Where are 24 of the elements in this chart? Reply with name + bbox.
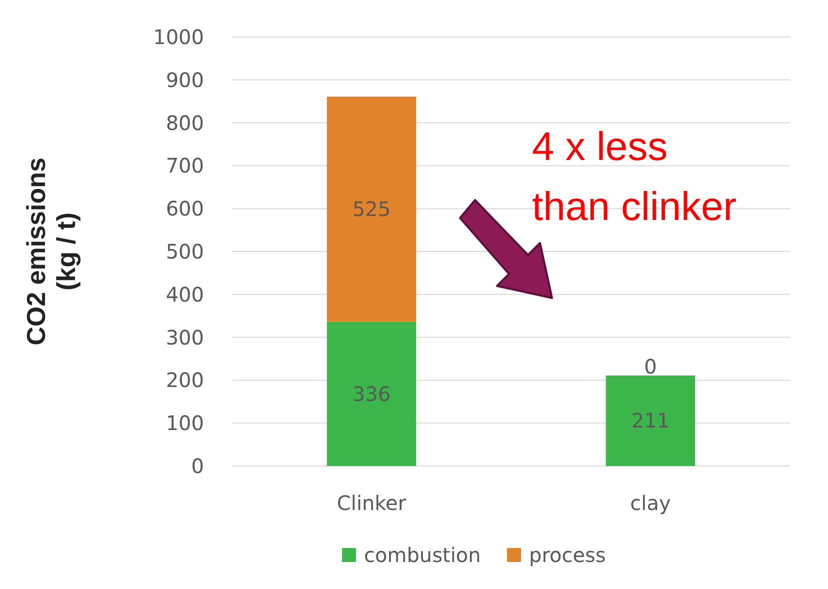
- data-label: 211: [631, 408, 670, 433]
- y-tick-label: 500: [166, 240, 204, 264]
- y-axis-title: CO2 emissions (kg / t): [21, 158, 81, 346]
- x-tick-label: clay: [630, 491, 671, 515]
- annotation: 4 x less than clinker: [532, 125, 737, 229]
- y-tick-label: 300: [166, 325, 204, 350]
- y-tick-label: 0: [191, 454, 204, 478]
- y-tick-label: 700: [166, 154, 204, 178]
- data-label: 525: [352, 197, 391, 222]
- y-tick-label: 400: [166, 282, 204, 306]
- y-tick-label: 900: [166, 68, 204, 92]
- bar: [326, 322, 416, 466]
- y-tick-label: 100: [166, 411, 204, 436]
- y-tick-label: 1000: [153, 25, 204, 49]
- bar: [326, 96, 416, 322]
- legend-label: process: [529, 543, 606, 567]
- y-tick-label: 600: [166, 196, 204, 221]
- x-tick-label: Clinker: [336, 491, 407, 515]
- data-label: 0: [644, 354, 657, 378]
- y-tick-label: 800: [166, 110, 204, 135]
- y-tick-label: 200: [166, 368, 204, 392]
- bar: [606, 375, 696, 466]
- data-label: 336: [352, 382, 391, 406]
- legend-label: combustion: [364, 543, 481, 567]
